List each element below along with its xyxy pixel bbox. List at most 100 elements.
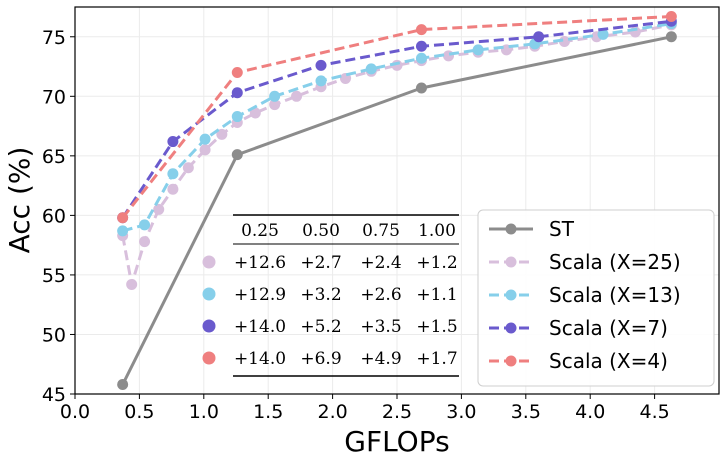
data-point [249,107,261,119]
table-header-cell: 0.25 [241,221,279,241]
data-point [315,75,327,87]
x-axis-label: GFLOPs [344,425,449,458]
table-row-marker [202,319,216,333]
data-point [139,219,151,231]
table-cell: +4.9 [360,349,401,369]
table-cell: +1.7 [416,349,457,369]
y-tick-label: 60 [42,205,66,227]
y-axis-label: Acc (%) [3,147,36,254]
data-point [117,212,129,224]
legend-item: Scala (X=4) [489,349,668,373]
table-cell: +2.4 [360,253,401,273]
legend-item: Scala (X=13) [489,283,681,307]
data-point [231,87,243,99]
table-row-marker [202,287,216,301]
table-cell: +6.9 [300,349,341,369]
series-scala-x-13 [117,18,677,237]
legend-marker [505,322,517,334]
improvement-table: 0.25 0.50 0.75 1.00 +12.6 +2.7 +2.4 +1.2 +12.9 +3… [202,214,459,377]
table-row-marker [202,351,216,365]
legend-marker [505,355,517,367]
table-cell: +14.0 [234,349,286,369]
y-tick-label: 65 [42,146,66,168]
data-point [665,11,677,23]
legend-item: ST [489,217,575,241]
legend: ST Scala (X=25) Scala (X=13) Scala (X=7) Sca… [477,209,715,387]
table-cell: +1.2 [416,253,457,273]
data-point [167,136,179,148]
data-point [167,183,179,195]
legend-item: Scala (X=7) [489,316,668,340]
legend-box [477,209,715,387]
data-point [597,28,609,40]
data-point [315,59,327,71]
table-cell: +2.6 [360,285,401,305]
x-tick-label: 1.5 [253,401,283,423]
y-tick-label: 45 [42,384,66,406]
x-tick-label: 2.0 [317,401,347,423]
data-point [415,52,427,64]
series-line [121,35,672,386]
data-point [231,66,243,78]
x-tick-label: 4.0 [575,401,605,423]
table-cell: +12.9 [234,285,286,305]
table-header-cell: 0.50 [302,221,340,241]
series-scala-x-4 [117,11,677,224]
y-tick-label: 50 [42,324,66,346]
legend-marker [505,223,517,235]
legend-marker [505,256,517,268]
data-point [365,63,377,75]
data-point [533,31,545,43]
data-point [182,162,194,174]
data-point [199,144,211,156]
table-cell: +1.5 [416,317,457,337]
data-point [415,82,427,94]
data-point [117,225,129,237]
series-layer [117,11,677,390]
y-tick-label: 70 [42,86,66,108]
data-point [126,278,138,290]
legend-label: Scala (X=7) [549,316,668,340]
series-line [121,15,672,219]
x-tick-label: 1.0 [189,401,219,423]
table-cell: +5.2 [300,317,341,337]
x-tick-label: 0.5 [124,401,154,423]
table-header-cell: 0.75 [362,221,400,241]
data-point [199,133,211,145]
table-header-cell: 1.00 [418,221,456,241]
table-cell: +3.5 [360,317,401,337]
data-point [269,99,281,111]
x-tick-label: 0.0 [60,401,90,423]
data-point [443,50,455,62]
data-point [216,128,228,140]
table-cell: +3.2 [300,285,341,305]
data-point [139,236,151,248]
data-point [291,90,303,102]
data-point [472,44,484,56]
data-point [231,111,243,123]
data-point [167,168,179,180]
x-tick-label: 3.5 [511,401,541,423]
table-cell: +2.7 [300,253,341,273]
table-cell: +12.6 [234,253,286,273]
data-point [153,203,165,215]
data-point [415,24,427,36]
table-cell: +14.0 [234,317,286,337]
series-st [117,31,677,390]
legend-item: Scala (X=25) [489,250,681,274]
data-point [269,90,281,102]
table-row-marker [202,255,216,269]
legend-marker [505,289,517,301]
data-point [665,31,677,43]
x-ticks: 0.0 0.5 1.0 1.5 2.0 2.5 3.0 3.5 4.0 4.5 [60,394,670,423]
x-tick-label: 2.5 [382,401,412,423]
x-tick-label: 3.0 [446,401,476,423]
y-tick-label: 75 [42,27,66,49]
y-tick-label: 55 [42,265,66,287]
data-point [231,149,243,161]
legend-label: Scala (X=13) [549,283,681,307]
y-ticks: 45 50 55 60 65 70 75 [42,27,75,406]
table-cell: +1.1 [416,285,457,305]
data-point [117,378,129,390]
